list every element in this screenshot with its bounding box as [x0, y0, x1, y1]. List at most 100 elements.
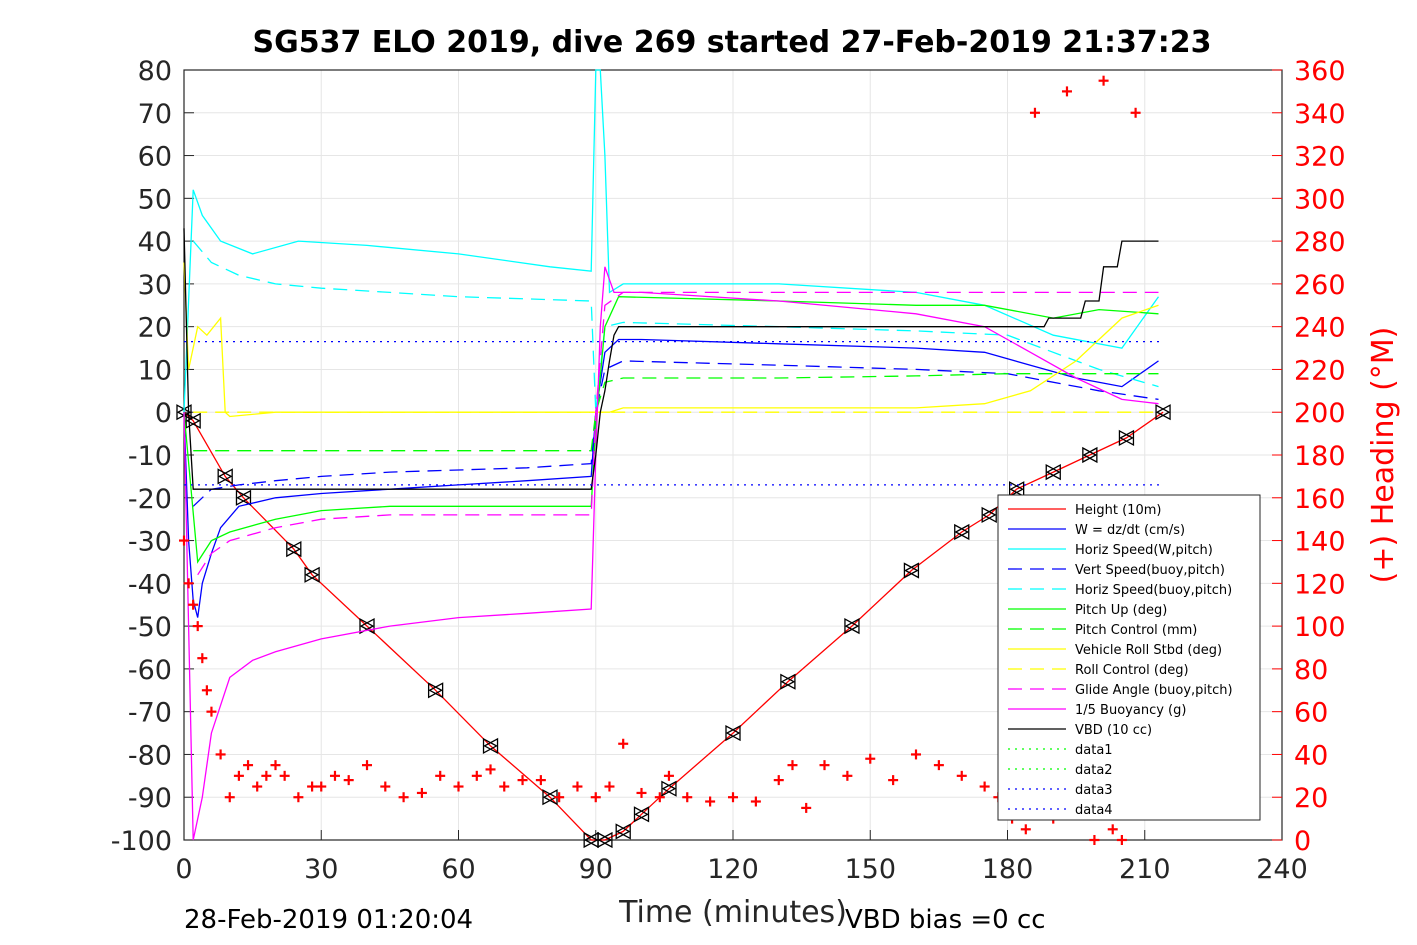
- series-line-10: [183, 266, 1159, 841]
- y-tick-label: -60: [128, 655, 172, 686]
- depth-marker: [661, 780, 677, 797]
- legend-label: Vert Speed(buoy,pitch): [1075, 563, 1225, 578]
- x-tick-label: 240: [1256, 854, 1308, 885]
- depth-marker: [482, 737, 498, 754]
- legend-label: Vehicle Roll Stbd (deg): [1075, 643, 1222, 658]
- depth-marker: [286, 541, 302, 558]
- y-tick-label: 80: [138, 56, 172, 87]
- depth-marker: [583, 831, 599, 849]
- legend-label: data2: [1075, 763, 1113, 778]
- y-tick-label: -90: [128, 783, 172, 814]
- right-y-tick-label: 220: [1294, 355, 1346, 386]
- series-line-4: [192, 240, 1159, 413]
- depth-marker: [359, 618, 375, 635]
- right-y-tick-label: 0: [1294, 826, 1311, 857]
- depth-marker: [1082, 446, 1098, 464]
- legend: Height (10m) W = dz/dt (cm/s) Horiz Speed(…: [997, 494, 1261, 821]
- depth-marker: [217, 468, 233, 485]
- ticks: 0 30 60 90 120 150 180 210 240-100-90-80-70-60-5…: [111, 56, 1346, 885]
- depth-marker: [725, 724, 741, 742]
- right-y-tick-label: 340: [1294, 99, 1346, 130]
- depth-marker: [304, 566, 320, 583]
- depth-marker: [780, 673, 796, 690]
- right-y-tick-label: 260: [1294, 270, 1346, 301]
- legend-label: Pitch Up (deg): [1075, 603, 1167, 618]
- depth-marker: [615, 823, 631, 840]
- legend-label: W = dz/dt (cm/s): [1075, 523, 1185, 538]
- depth-marker: [542, 789, 558, 806]
- y-tick-label: -40: [128, 569, 172, 600]
- right-y-tick-label: 40: [1294, 740, 1328, 771]
- depth-marker: [185, 412, 201, 429]
- right-y-tick-label: 320: [1294, 142, 1346, 173]
- x-tick-label: 210: [1119, 854, 1171, 885]
- chart-title: SG537 ELO 2019, dive 269 started 27-Feb-…: [252, 25, 1211, 60]
- x-tick-label: 30: [304, 854, 338, 885]
- series-layer: [176, 69, 1171, 849]
- depth-marker: [235, 489, 251, 506]
- y-tick-label: -20: [128, 484, 172, 515]
- y-tick-label: 60: [138, 142, 172, 173]
- legend-label: Horiz Speed(buoy,pitch): [1075, 583, 1232, 598]
- series-line-9: [197, 291, 1159, 576]
- depth-marker: [1009, 481, 1025, 498]
- right-y-tick-label: 300: [1294, 184, 1346, 215]
- right-y-tick-label: 140: [1294, 527, 1346, 558]
- right-y-tick-label: 240: [1294, 313, 1346, 344]
- right-y-tick-label: 80: [1294, 655, 1328, 686]
- right-y-tick-label: 360: [1294, 56, 1346, 87]
- x-tick-label: 90: [579, 854, 613, 885]
- legend-label: VBD (10 cc): [1075, 723, 1152, 738]
- y-tick-label: 40: [138, 227, 172, 258]
- x-tick-label: 60: [441, 854, 475, 885]
- right-y-tick-label: 160: [1294, 484, 1346, 515]
- depth-marker: [1118, 429, 1134, 446]
- right-y-tick-label: 120: [1294, 569, 1346, 600]
- x-tick-label: 0: [175, 854, 192, 885]
- depth-marker: [597, 831, 613, 849]
- footer-vbd-bias: VBD bias =0 cc: [845, 905, 1046, 935]
- footer-timestamp: 28-Feb-2019 01:20:04: [184, 905, 473, 935]
- depth-marker: [844, 618, 860, 635]
- legend-label: data1: [1075, 743, 1113, 758]
- right-y-tick-label: 60: [1294, 698, 1328, 729]
- right-y-tick-label: 200: [1294, 398, 1346, 429]
- depth-marker: [633, 806, 649, 823]
- depth-marker: [903, 562, 919, 579]
- depth-marker: [427, 682, 443, 699]
- series-line-6: [193, 373, 1159, 452]
- depth-marker: [954, 523, 970, 541]
- x-tick-label: 150: [844, 854, 896, 885]
- legend-label: Glide Angle (buoy,pitch): [1075, 683, 1233, 698]
- y-tick-label: 10: [138, 355, 172, 386]
- series-line-3: [192, 360, 1159, 507]
- y-tick-label: -30: [128, 527, 172, 558]
- y-tick-label: 50: [138, 184, 172, 215]
- depth-marker: [1155, 404, 1171, 421]
- legend-label: Horiz Speed(W,pitch): [1075, 543, 1213, 558]
- legend-label: data3: [1075, 783, 1113, 798]
- right-axis-label: (+) Heading (°M): [1366, 327, 1401, 584]
- y-tick-label: -10: [128, 441, 172, 472]
- x-tick-label: 120: [707, 854, 759, 885]
- y-tick-label: -50: [128, 612, 172, 643]
- x-tick-label: 180: [982, 854, 1034, 885]
- right-y-tick-label: 180: [1294, 441, 1346, 472]
- legend-label: Pitch Control (mm): [1075, 623, 1197, 638]
- y-tick-label: -70: [128, 698, 172, 729]
- series-line-1: [183, 338, 1159, 618]
- y-tick-label: -100: [111, 826, 172, 857]
- legend-label: Roll Control (deg): [1075, 663, 1189, 678]
- series-line-11: [183, 228, 1159, 490]
- depth-marker: [1045, 464, 1061, 481]
- y-tick-label: -80: [128, 740, 172, 771]
- y-tick-label: 0: [155, 398, 172, 429]
- right-y-tick-label: 280: [1294, 227, 1346, 258]
- legend-label: 1/5 Buoyancy (g): [1075, 703, 1186, 718]
- right-y-tick-label: 100: [1294, 612, 1346, 643]
- depth-marker: [981, 506, 997, 523]
- y-tick-label: 70: [138, 99, 172, 130]
- legend-label: data4: [1075, 803, 1113, 818]
- series-line-2: [183, 69, 1160, 413]
